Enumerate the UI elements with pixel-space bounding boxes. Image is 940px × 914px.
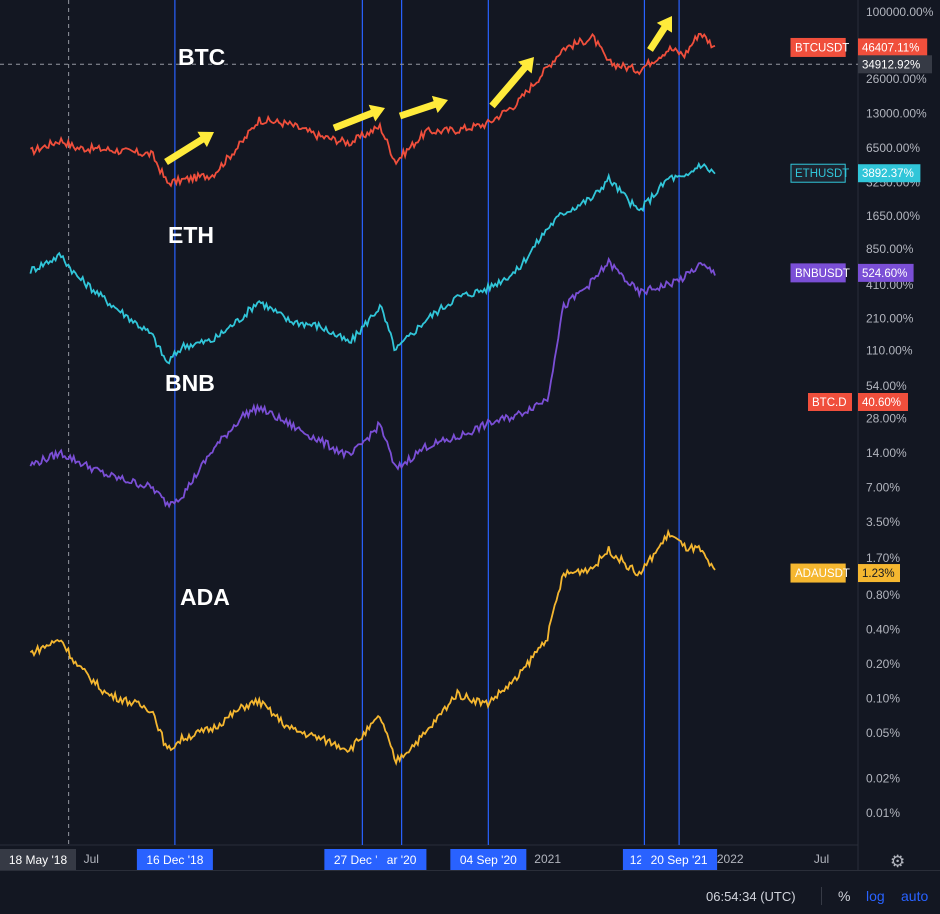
y-tick-label: 28.00% <box>866 412 907 426</box>
y-tick-label: 210.00% <box>866 311 914 325</box>
btc-dominance-name: BTC.D <box>812 397 847 409</box>
date-highlight-label: 04 Sep '20 <box>460 853 517 867</box>
gear-icon[interactable]: ⚙ <box>890 852 906 871</box>
y-tick-label: 6500.00% <box>866 141 920 155</box>
btc-dominance-value-bg <box>858 393 908 411</box>
x-tick-label: 2022 <box>717 852 744 866</box>
trend-arrow-icon <box>398 95 448 120</box>
btc-dominance-tag-bg <box>808 393 852 411</box>
crosshair-value-bg <box>858 55 932 74</box>
log-scale-toggle[interactable]: log <box>866 888 885 904</box>
ticker-value-bg <box>858 38 928 57</box>
y-tick-label: 100000.00% <box>866 5 934 19</box>
ticker-value: 46407.11% <box>862 42 919 54</box>
coin-label-btc: BTC <box>178 44 225 70</box>
y-tick-label: 26000.00% <box>866 72 927 86</box>
date-highlight-badge <box>376 849 427 870</box>
trend-arrow-icon <box>164 131 214 165</box>
y-tick-label: 54.00% <box>866 379 907 393</box>
y-tick-label: 0.05% <box>866 726 900 740</box>
y-tick-label: 110.00% <box>866 344 913 358</box>
series-line-ada <box>29 528 716 766</box>
trend-arrow-icon <box>647 16 672 52</box>
y-tick-label: 14.00% <box>866 446 907 460</box>
coin-label-ada: ADA <box>180 584 230 610</box>
y-tick-label: 1650.00% <box>866 209 920 223</box>
coin-label-eth: ETH <box>168 222 214 248</box>
ticker-tag-name: ETHUSDT <box>795 168 849 180</box>
y-tick-label: 7.00% <box>866 480 900 494</box>
y-tick-label: 0.01% <box>866 806 900 820</box>
date-highlight-label: 20 Sep '21 <box>651 853 708 867</box>
trend-arrow-icon <box>489 57 534 109</box>
percent-scale-toggle[interactable]: % <box>838 888 851 904</box>
y-tick-label: 0.40% <box>866 623 900 637</box>
ticker-tag-bg <box>790 163 846 183</box>
status-bar: ⚙ 06:54:34 (UTC) % log auto <box>0 852 940 914</box>
btc-dominance-value: 40.60% <box>862 397 901 409</box>
y-tick-label: 850.00% <box>866 242 914 256</box>
arrow-shape <box>647 16 672 52</box>
ticker-value-bg <box>858 164 921 183</box>
utc-clock: 06:54:34 (UTC) <box>706 889 796 904</box>
date-highlight-label: 16 Dec '18 <box>146 853 203 867</box>
price-chart-svg[interactable]: 100000.00%50000.00%26000.00%13000.00%650… <box>0 0 940 870</box>
date-highlight-badge <box>641 849 718 870</box>
y-tick-label: 3.50% <box>866 515 900 529</box>
y-tick-label: 0.02% <box>866 772 900 786</box>
ticker-tag-bg <box>790 263 846 283</box>
y-tick-label: 0.20% <box>866 657 900 671</box>
ticker-tag-name: BTCUSDT <box>795 42 849 54</box>
ticker-tag-name: ADAUSDT <box>795 568 850 580</box>
date-highlight-label: 18 May '18 <box>9 853 68 867</box>
plot-background <box>0 0 858 845</box>
ticker-value: 1.23% <box>862 568 895 580</box>
status-divider <box>821 887 822 905</box>
y-tick-label: 0.10% <box>866 692 900 706</box>
ticker-value: 524.60% <box>862 268 907 280</box>
trend-arrow-icon <box>332 104 385 132</box>
y-tick-label: 1.70% <box>866 551 900 565</box>
coin-label-bnb: BNB <box>165 370 215 396</box>
date-highlight-badge <box>450 849 527 870</box>
ticker-value-bg <box>858 564 900 583</box>
arrow-shape <box>164 131 214 165</box>
crosshair-value: 34912.92% <box>862 59 920 71</box>
arrow-shape <box>489 57 534 109</box>
y-tick-label: 0.80% <box>866 588 900 602</box>
ticker-value-bg <box>858 263 914 282</box>
date-highlight-badge <box>0 849 76 870</box>
ticker-tag-bg <box>790 37 846 57</box>
series-line-bnb <box>29 256 716 509</box>
series-line-eth <box>29 161 716 365</box>
x-tick-label: 2021 <box>534 852 561 866</box>
x-tick-label: Jul <box>814 852 829 866</box>
arrow-shape <box>332 104 385 132</box>
auto-scale-toggle[interactable]: auto <box>901 888 929 904</box>
ticker-tag-bg <box>790 563 846 583</box>
series-line-btc <box>29 32 716 188</box>
y-tick-label: 13000.00% <box>866 106 927 120</box>
date-highlight-badge <box>136 849 213 870</box>
date-highlight-label: ar '20 <box>387 853 417 867</box>
ticker-value: 3892.37% <box>862 168 914 180</box>
ticker-tag-name: BNBUSDT <box>795 268 850 280</box>
x-tick-label: Jul <box>84 852 99 866</box>
arrow-shape <box>398 95 448 120</box>
